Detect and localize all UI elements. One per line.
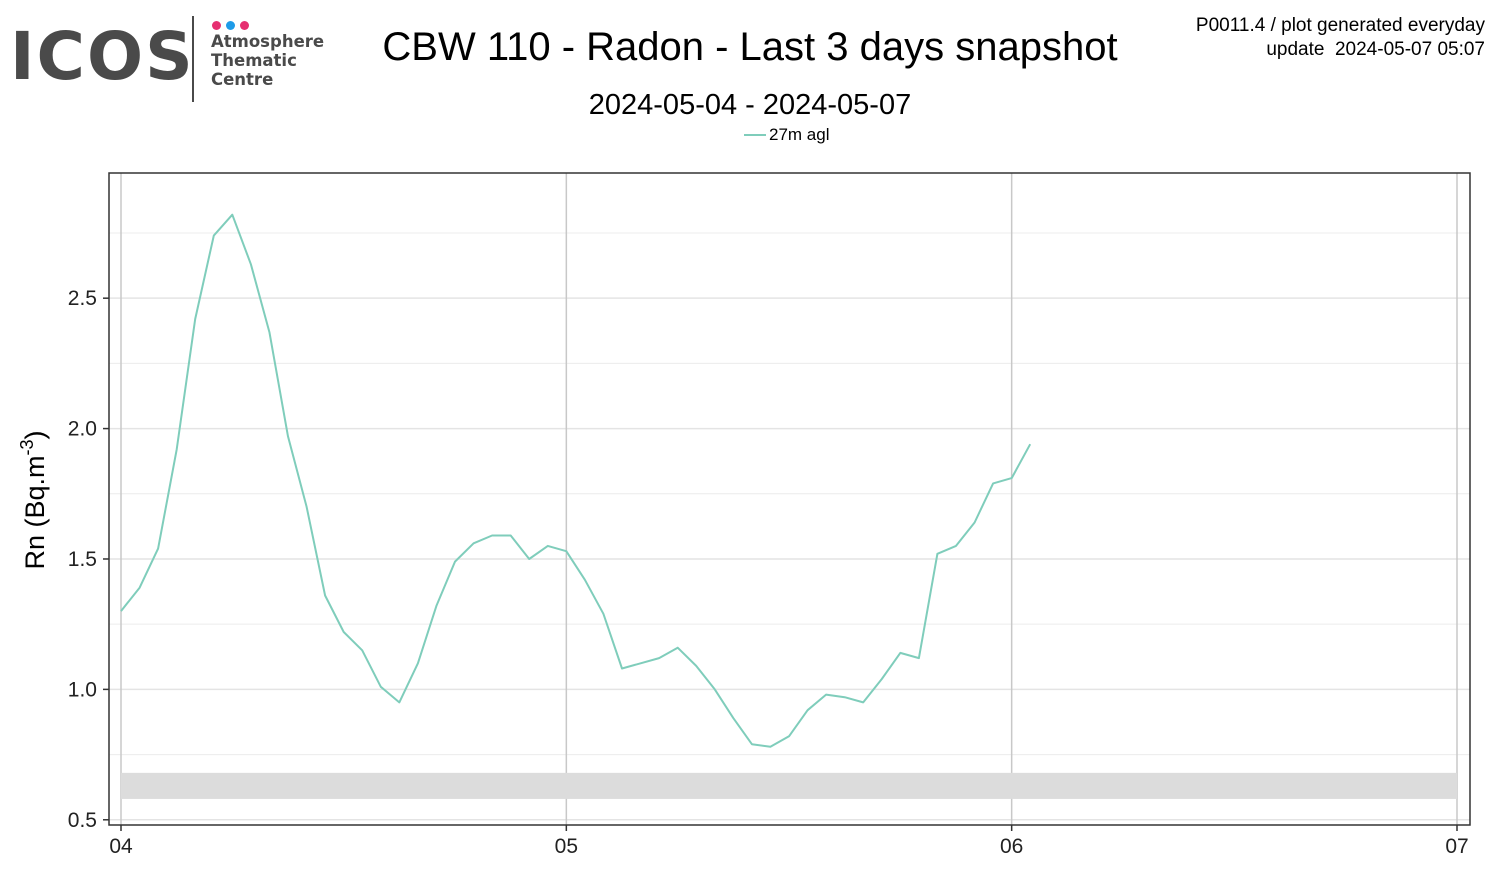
logo-dot-3 <box>240 21 249 30</box>
y-tick-label: 2.5 <box>68 287 97 310</box>
x-tick-label: 07 <box>1445 835 1468 858</box>
chart-subtitle: 2024-05-04 - 2024-05-07 <box>588 89 912 121</box>
meta-line-2: update 2024-05-07 05:07 <box>1266 39 1485 60</box>
icos-logo: ICOS Atmosphere Thematic Centre <box>10 14 330 106</box>
logo-dot-2 <box>226 21 235 30</box>
y-tick-label: 1.0 <box>68 678 97 701</box>
series-layer <box>120 213 1032 748</box>
logo-dots <box>212 17 254 30</box>
logo-wordmark: ICOS <box>10 18 195 95</box>
gridlines <box>109 173 1470 825</box>
plot-background <box>109 173 1470 825</box>
axes-layer <box>108 172 1471 826</box>
legend-label: 27m agl <box>769 125 830 144</box>
x-tick-label: 04 <box>109 835 133 858</box>
legend-key-line <box>744 133 766 136</box>
logo-text: Atmosphere Thematic Centre <box>211 32 324 89</box>
chart-title: CBW 110 - Radon - Last 3 days snapshot <box>382 25 1118 69</box>
logo-dot-1 <box>212 21 221 30</box>
plot-meta: P0011.4 / plot generated everyday update… <box>1196 14 1485 62</box>
y-axis-label-superscript: -3 <box>17 439 37 455</box>
series-line-27m-agl <box>120 213 1032 748</box>
tick-layer: 0.5 1.0 1.5 2.0 2.5 04 05 06 07 <box>68 287 1469 858</box>
reference-band-layer <box>121 772 1457 799</box>
plot-background-layer <box>109 173 1470 825</box>
y-axis-label: Rn (Bq.m-3) <box>17 430 50 569</box>
plot-border <box>108 172 1471 826</box>
logo-line-3: Centre <box>211 70 274 89</box>
logo-line-2: Thematic <box>211 51 297 70</box>
y-tick-label: 0.5 <box>68 809 97 832</box>
y-tick-label: 1.5 <box>68 548 97 571</box>
reference-band <box>121 772 1457 799</box>
meta-line-1: P0011.4 / plot generated everyday <box>1195 15 1485 36</box>
logo-divider <box>192 16 194 102</box>
logo-line-1: Atmosphere <box>211 32 325 51</box>
y-axis-label-base: Rn (Bq.m <box>20 455 50 569</box>
legend: 27m agl <box>744 125 829 145</box>
x-tick-label: 06 <box>1000 835 1023 858</box>
y-tick-label: 2.0 <box>68 418 97 441</box>
y-axis-label-tail: ) <box>20 430 50 439</box>
x-tick-label: 05 <box>555 835 578 858</box>
